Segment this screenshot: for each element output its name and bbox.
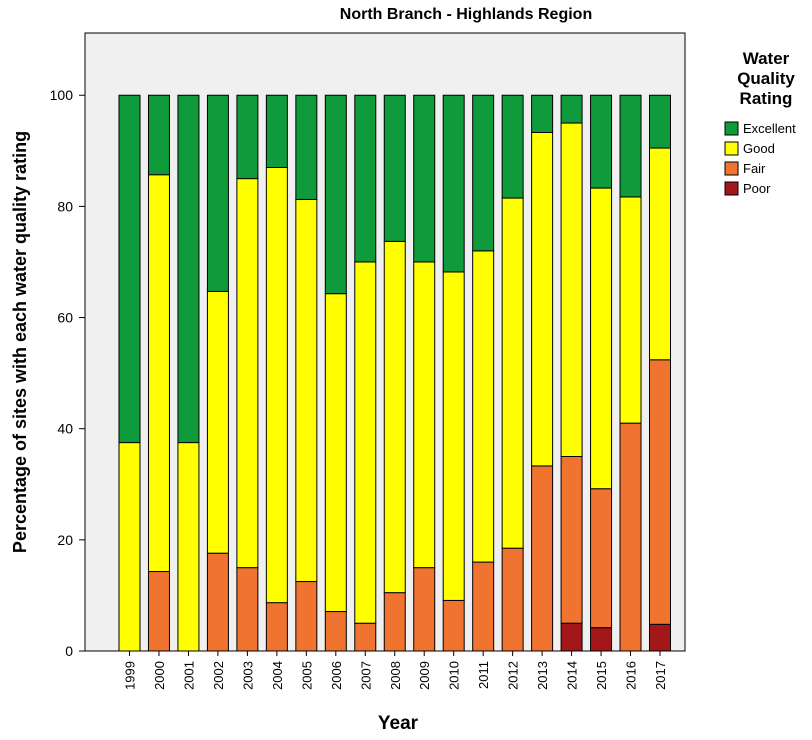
- bar-segment: [354, 622, 377, 652]
- legend-title: Water: [743, 49, 790, 68]
- bar-segment: [206, 552, 229, 652]
- bar-segment: [413, 94, 436, 263]
- bar-segment: [472, 94, 495, 252]
- bar-segment: [177, 94, 200, 444]
- bar-segment: [383, 240, 406, 594]
- bar-segment: [413, 567, 436, 652]
- bar-segment: [147, 571, 170, 652]
- x-axis-label: Year: [378, 713, 419, 734]
- x-tick-label: 2004: [270, 661, 285, 690]
- x-tick-label: 2013: [535, 661, 550, 690]
- bar-segment: [118, 442, 141, 652]
- x-tick-label: 2012: [506, 661, 521, 690]
- legend-label: Fair: [743, 161, 766, 176]
- bar-segment: [472, 250, 495, 563]
- bar-segment: [324, 293, 347, 613]
- x-tick-label: 2002: [211, 661, 226, 690]
- bar-segment: [560, 455, 583, 624]
- bar-segment: [324, 611, 347, 652]
- bar-segment: [265, 166, 288, 604]
- bar-segment: [118, 94, 141, 444]
- bar-segment: [354, 261, 377, 624]
- y-tick-label: 40: [57, 421, 73, 437]
- bar-segment: [413, 261, 436, 569]
- legend-title: Quality: [737, 69, 795, 88]
- bar-segment: [147, 174, 170, 573]
- bar-segment: [177, 442, 200, 652]
- bar-segment: [236, 567, 259, 652]
- bar-segment: [295, 581, 318, 652]
- bar-segment: [206, 290, 229, 554]
- bar-segment: [442, 94, 465, 273]
- y-tick-label: 60: [57, 310, 73, 326]
- bar-segment: [531, 465, 554, 652]
- bar-segment: [619, 94, 642, 198]
- bar-segment: [590, 488, 613, 629]
- y-tick-label: 100: [50, 87, 74, 103]
- bar-segment: [649, 147, 671, 361]
- bar-segment: [649, 623, 671, 652]
- x-tick-label: 2010: [447, 661, 462, 690]
- bar-segment: [531, 131, 554, 467]
- bar-segment: [649, 94, 671, 149]
- legend-title: Rating: [740, 89, 793, 108]
- y-tick-label: 0: [65, 643, 73, 659]
- bar-segment: [324, 94, 347, 295]
- x-tick-label: 2014: [565, 661, 580, 690]
- x-tick-label: 1999: [123, 661, 138, 690]
- bar-segment: [383, 94, 406, 242]
- bar-segment: [501, 197, 524, 549]
- x-tick-label: 2009: [417, 661, 432, 690]
- x-tick-label: 2008: [388, 661, 403, 690]
- bar-segment: [295, 94, 318, 200]
- bar-segment: [472, 561, 495, 652]
- bar-segment: [649, 359, 671, 625]
- x-tick-label: 2016: [624, 661, 639, 690]
- x-tick-label: 2007: [358, 661, 373, 690]
- bar-segment: [442, 599, 465, 652]
- x-tick-label: 2003: [240, 661, 255, 690]
- bar-segment: [560, 94, 583, 124]
- x-tick-label: 2000: [152, 661, 167, 690]
- y-tick-label: 20: [57, 532, 73, 548]
- bar-segment: [442, 271, 465, 601]
- x-tick-label: 2011: [476, 661, 491, 689]
- x-tick-label: 2017: [653, 661, 668, 690]
- bar-segment: [590, 187, 613, 490]
- bar-segment: [590, 94, 613, 189]
- bar-segment: [531, 94, 554, 133]
- legend-label: Good: [743, 141, 775, 156]
- legend-label: Poor: [743, 181, 771, 196]
- legend-swatch: [724, 141, 739, 156]
- legend-swatch: [724, 121, 739, 136]
- x-tick-label: 2006: [329, 661, 344, 690]
- bar-segment: [295, 198, 318, 583]
- bar-segment: [147, 94, 170, 176]
- bar-segment: [265, 602, 288, 652]
- bar-segment: [619, 422, 642, 652]
- chart-title: North Branch - Highlands Region: [340, 6, 592, 23]
- bar-segment: [206, 94, 229, 292]
- bar-segment: [236, 178, 259, 569]
- x-tick-label: 2015: [594, 661, 609, 690]
- bar-segment: [560, 122, 583, 457]
- y-axis-label: Percentage of sites with each water qual…: [10, 131, 30, 553]
- bar-segment: [560, 622, 583, 652]
- bar-segment: [265, 94, 288, 168]
- x-tick-label: 2001: [181, 661, 196, 690]
- legend-label: Excellent: [743, 121, 796, 136]
- x-tick-label: 2005: [299, 661, 314, 690]
- bar-segment: [501, 94, 524, 199]
- bar-segment: [236, 94, 259, 180]
- bar-segment: [383, 592, 406, 652]
- legend-swatch: [724, 161, 739, 176]
- bar-segment: [619, 196, 642, 424]
- bar-segment: [354, 94, 377, 263]
- bar-segment: [590, 627, 613, 652]
- legend-swatch: [724, 181, 739, 196]
- bar-segment: [501, 547, 524, 652]
- y-tick-label: 80: [57, 198, 73, 214]
